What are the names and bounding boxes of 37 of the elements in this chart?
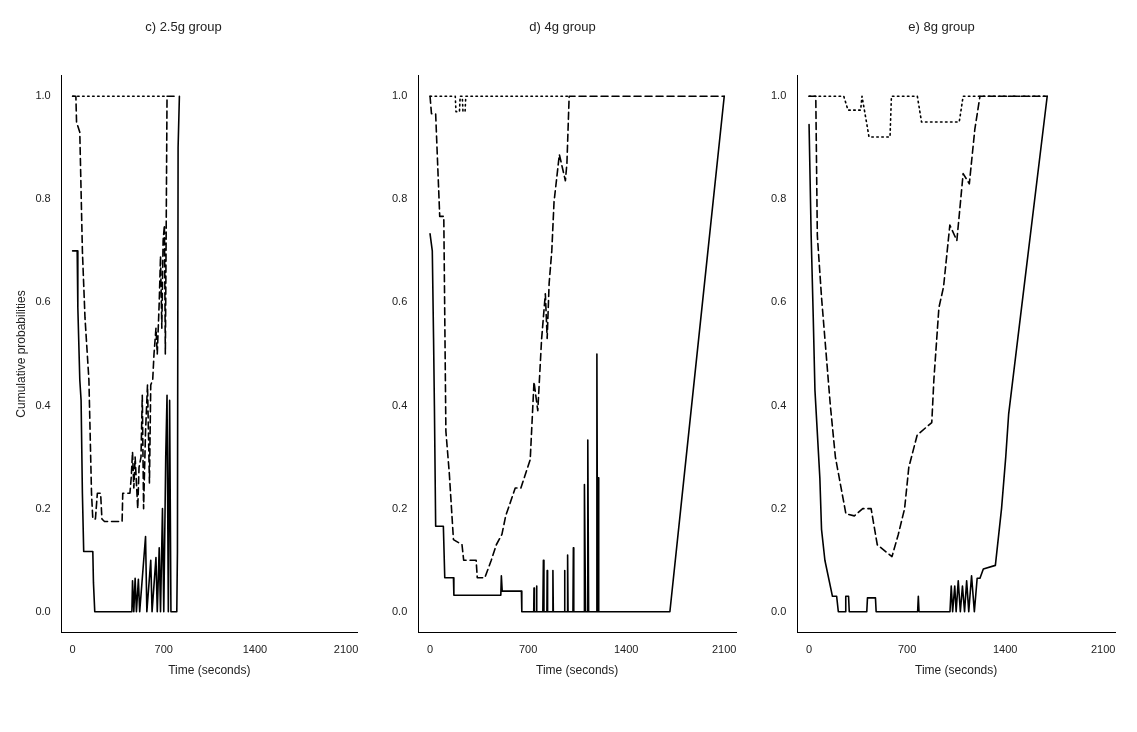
y-tick-label: 0.2 [770, 501, 787, 514]
x-axis-title: Time (seconds) [915, 663, 998, 678]
x-tick-label: 0 [69, 643, 76, 656]
x-tick-label: 2100 [1090, 643, 1116, 656]
y-tick-label: 0.6 [391, 295, 408, 308]
y-axis-title: Cumulative probabilities [13, 290, 28, 418]
y-tick-label: 0.4 [391, 398, 408, 411]
y-tick-label: 0.2 [391, 501, 408, 514]
x-tick-label: 0 [806, 643, 813, 656]
x-axis-title: Time (seconds) [536, 663, 619, 678]
y-tick-label: 0.4 [770, 398, 787, 411]
y-tick-label: 0.8 [391, 192, 408, 205]
x-tick-label: 1400 [992, 643, 1018, 656]
y-tick-label: 0.6 [770, 295, 787, 308]
x-tick-label: 0 [427, 643, 434, 656]
x-tick-label: 700 [897, 643, 917, 656]
x-tick-label: 2100 [711, 643, 737, 656]
y-tick-label: 0.6 [35, 295, 51, 308]
y-tick-label: 1.0 [35, 89, 51, 102]
x-tick-label: 700 [154, 643, 173, 656]
y-tick-label: 0.0 [391, 604, 408, 617]
y-tick-label: 1.0 [391, 89, 408, 102]
y-tick-label: 0.0 [770, 604, 787, 617]
chart-title: e) 8g group [908, 19, 975, 35]
y-tick-label: 1.0 [770, 89, 787, 102]
chart-title: c) 2.5g group [145, 19, 222, 35]
y-tick-label: 0.0 [35, 604, 51, 617]
x-tick-label: 1400 [613, 643, 639, 656]
y-tick-label: 0.8 [35, 192, 51, 205]
y-tick-label: 0.8 [770, 192, 787, 205]
x-tick-label: 700 [518, 643, 538, 656]
x-tick-label: 2100 [333, 643, 359, 656]
y-tick-label: 0.2 [35, 501, 51, 514]
x-axis-title: Time (seconds) [168, 663, 251, 678]
chart-title: d) 4g group [529, 19, 596, 35]
x-tick-label: 1400 [242, 643, 268, 656]
y-tick-label: 0.4 [35, 398, 51, 411]
